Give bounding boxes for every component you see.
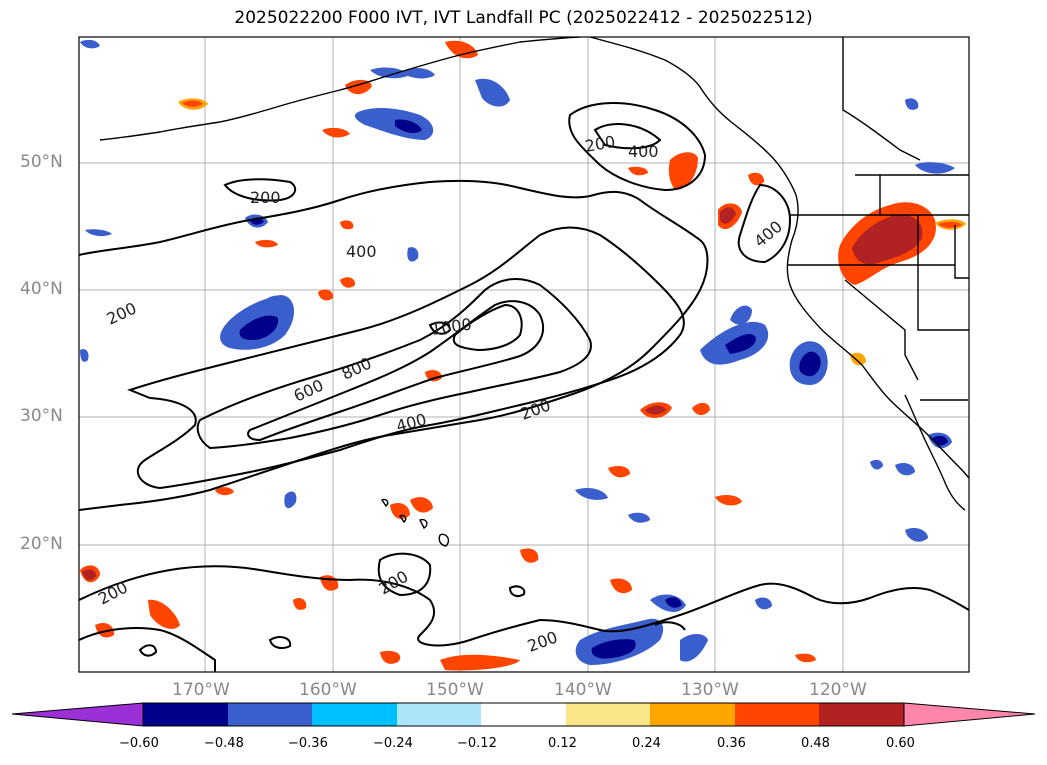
colorbar-swatch [481, 703, 566, 726]
lat-label: 40°N [20, 279, 63, 299]
colorbar-swatch [228, 703, 312, 726]
colorbar-swatch [566, 703, 650, 726]
map-border [78, 36, 970, 673]
colorbar-tick-label: −0.24 [373, 736, 413, 751]
pc-shading [80, 39, 966, 671]
colorbar-tick-label: 0.36 [717, 736, 746, 751]
colorbar-tick-label: 0.24 [632, 736, 661, 751]
colorbar-tick-label: −0.36 [288, 736, 328, 751]
colorbar-swatch [819, 703, 904, 726]
colorbar-tick-label: 0.48 [801, 736, 830, 751]
colorbar-swatch [397, 703, 481, 726]
lon-label: 120°W [809, 680, 867, 700]
contour-label: 400 [346, 242, 377, 261]
lat-label: 20°N [20, 534, 63, 554]
lat-label: 30°N [20, 406, 63, 426]
lon-label: 150°W [426, 680, 484, 700]
lon-label: 170°W [172, 680, 230, 700]
contour-label: 200 [250, 188, 281, 207]
colorbar-swatch [735, 703, 819, 726]
colorbar-extend-min [11, 702, 144, 727]
lat-label: 50°N [20, 152, 63, 172]
contour-label: 400 [628, 142, 659, 161]
colorbar-tick-label: 0.12 [548, 736, 577, 751]
colorbar-tick-label: −0.60 [119, 736, 159, 751]
colorbar-tick-label: −0.48 [204, 736, 244, 751]
colorbar-swatch [650, 703, 735, 726]
ivt-contours [79, 102, 969, 672]
coastlines [99, 37, 969, 547]
colorbar-extend-max [903, 702, 1036, 727]
map-title: 2025022200 F000 IVT, IVT Landfall PC (20… [234, 8, 813, 28]
lon-label: 160°W [299, 680, 357, 700]
lon-label: 140°W [554, 680, 612, 700]
colorbar [11, 702, 1036, 727]
lon-label: 130°W [681, 680, 739, 700]
colorbar-swatch [143, 703, 228, 726]
colorbar-tick-label: 0.60 [886, 736, 915, 751]
colorbar-swatch [312, 703, 397, 726]
colorbar-tick-label: −0.12 [457, 736, 497, 751]
